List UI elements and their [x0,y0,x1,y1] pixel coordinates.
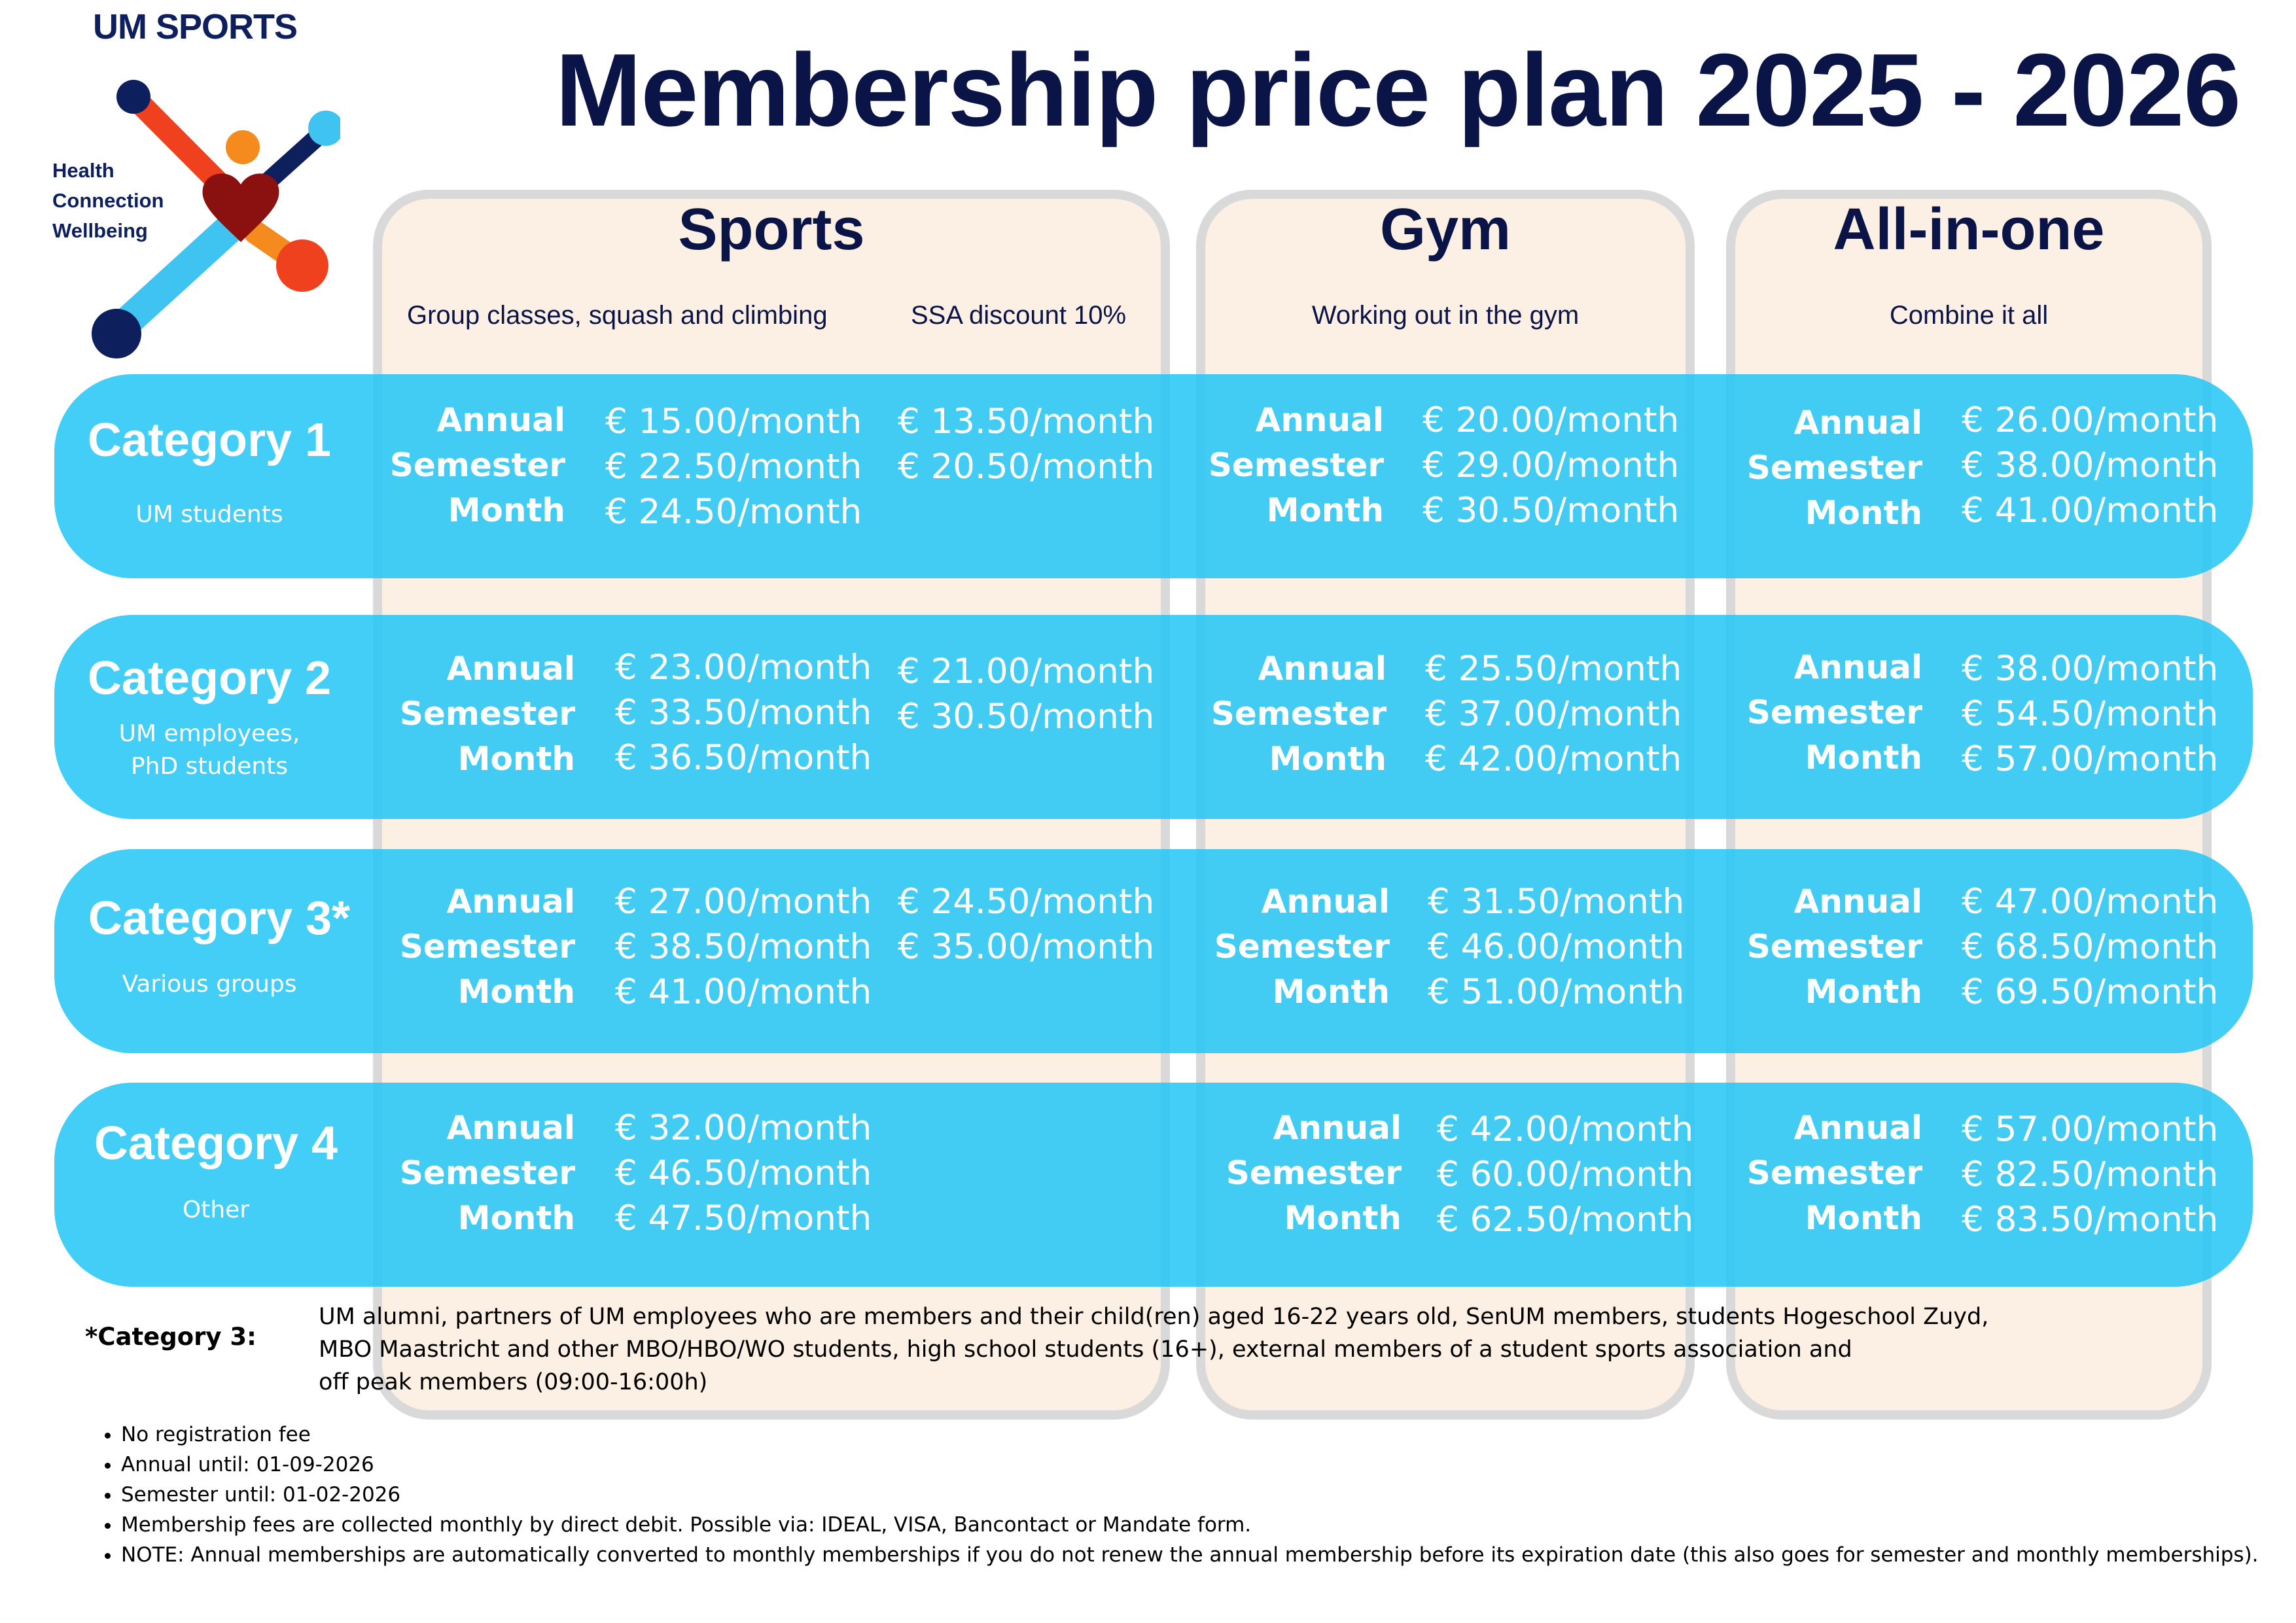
sports-title: Sports [678,197,865,262]
list-item: Annual until: 01-09-2026 [121,1450,2280,1480]
list-item: NOTE: Annual memberships are automatical… [121,1540,2280,1570]
category-name: Category 1 [87,414,332,466]
notes-list: No registration fee Annual until: 01-09-… [92,1420,2280,1570]
allinone-prices: € 47.00/month € 68.50/month € 69.50/month [1962,882,2219,1012]
footnote-text: UM alumni, partners of UM employees who … [319,1304,1989,1395]
tagline-line: Connection [52,189,164,212]
term-labels: Annual Semester Month [1226,1109,1402,1237]
gym-prices: € 42.00/month € 60.00/month € 62.50/month [1437,1109,1694,1240]
sports-prices: € 15.00/month € 22.50/month € 24.50/month [605,402,862,532]
category-description: UM students [135,501,283,528]
gym-prices: € 25.50/month € 37.00/month € 42.00/month [1425,649,1682,779]
allinone-title: All-in-one [1833,197,2105,262]
category-description: Other [182,1196,250,1223]
sports-subtitle: Group classes, squash and climbing [407,301,828,330]
term-labels: Annual Semester Month [1208,401,1384,529]
gym-prices: € 31.50/month € 46.00/month € 51.00/month [1428,882,1685,1012]
footnote-label: *Category 3: [85,1323,256,1351]
sports-ssa-prices: € 24.50/month € 35.00/month [898,882,1155,967]
term-labels: Annual Semester Month [1746,404,1922,532]
logo-tagline: Health Connection Wellbeing [52,156,164,246]
category-description: Various groups [122,971,297,998]
term-labels: Annual Semester Month [1210,650,1386,778]
allinone-prices: € 57.00/month € 82.50/month € 83.50/month [1962,1109,2219,1240]
allinone-subtitle: Combine it all [1889,301,2049,330]
category-row [54,849,2253,1053]
category-name: Category 4 [94,1117,338,1170]
term-labels: Annual Semester Month [1214,882,1390,1011]
term-labels: Annual Semester Month [1746,648,1922,777]
sports-prices: € 23.00/month € 33.50/month € 36.50/month [615,648,872,778]
term-labels: Annual Semester Month [389,401,565,529]
sports-ssa-prices: € 13.50/month € 20.50/month [898,402,1155,487]
term-labels: Annual Semester Month [399,650,575,778]
allinone-prices: € 38.00/month € 54.50/month € 57.00/month [1962,649,2219,779]
page-title: Membership price plan 2025 - 2026 [555,33,2241,148]
list-item: Semester until: 01-02-2026 [121,1480,2280,1510]
gym-subtitle: Working out in the gym [1311,301,1580,330]
um-sports-logo-icon [92,80,340,358]
term-labels: Annual Semester Month [1746,1109,1922,1237]
brand-name: UM SPORTS [93,7,298,46]
term-labels: Annual Semester Month [399,1109,575,1237]
sports-prices: € 32.00/month € 46.50/month € 47.50/month [615,1108,872,1238]
category-name: Category 3* [88,892,351,945]
category-description: UM employees, PhD students [118,720,300,780]
ssa-discount-label: SSA discount 10% [911,301,1127,330]
gym-prices: € 20.00/month € 29.00/month € 30.50/month [1422,400,1680,531]
category-row [54,1083,2253,1287]
allinone-prices: € 26.00/month € 38.00/month € 41.00/month [1962,400,2219,531]
term-labels: Annual Semester Month [399,882,575,1011]
category-name: Category 2 [87,652,332,705]
list-item: Membership fees are collected monthly by… [121,1510,2280,1540]
tagline-line: Health [52,159,115,182]
category-row [54,374,2253,578]
sports-ssa-prices: € 21.00/month € 30.50/month [898,652,1155,737]
term-labels: Annual Semester Month [1746,882,1922,1011]
sports-prices: € 27.00/month € 38.50/month € 41.00/month [615,882,872,1012]
list-item: No registration fee [121,1420,2280,1450]
category-row [54,615,2253,819]
tagline-line: Wellbeing [52,219,148,242]
gym-title: Gym [1379,197,1511,262]
